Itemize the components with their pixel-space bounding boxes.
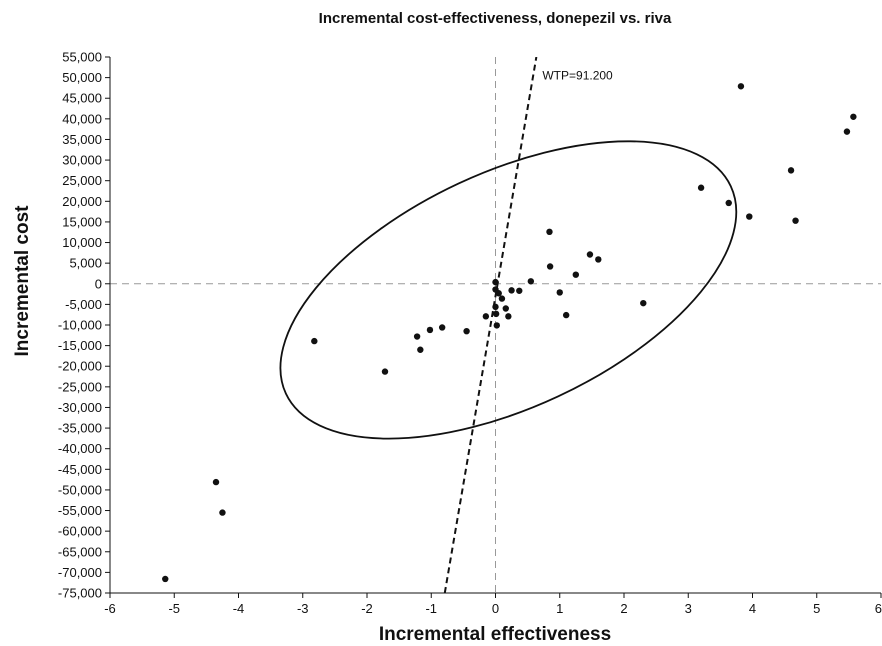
y-tick-label: -75,000 xyxy=(58,586,102,601)
y-tick-label: 55,000 xyxy=(62,50,102,65)
x-tick-label: -1 xyxy=(425,601,437,616)
y-tick-label: -15,000 xyxy=(58,338,102,353)
x-tick-label: 0 xyxy=(492,601,499,616)
x-axis-ticks: -6 -5 -4 -3 -2 -1 0 1 2 3 4 5 6 xyxy=(104,593,882,616)
data-point xyxy=(725,199,732,207)
y-tick-label: -50,000 xyxy=(58,482,102,497)
x-tick-label: 2 xyxy=(620,601,627,616)
data-point xyxy=(498,295,506,302)
data-point xyxy=(311,337,318,345)
data-point xyxy=(492,303,499,311)
y-tick-label: 40,000 xyxy=(62,111,102,126)
y-tick-label: -30,000 xyxy=(58,400,102,415)
y-tick-label: 0 xyxy=(95,276,102,291)
y-axis-title: Incremental cost xyxy=(12,205,33,357)
x-tick-label: 3 xyxy=(685,601,692,616)
y-tick-label: 20,000 xyxy=(62,194,102,209)
x-tick-label: -5 xyxy=(168,601,180,616)
data-point xyxy=(219,509,226,516)
y-tick-label: 5,000 xyxy=(69,256,102,271)
wtp-threshold-line xyxy=(443,57,538,593)
y-tick-label: -70,000 xyxy=(58,565,102,580)
x-tick-label: -4 xyxy=(233,601,245,616)
y-tick-label: -65,000 xyxy=(58,544,102,559)
data-point xyxy=(572,271,580,278)
data-point xyxy=(595,256,602,263)
y-tick-label: -40,000 xyxy=(58,441,102,456)
chart-title: Incremental cost-effectiveness, donepezi… xyxy=(319,10,672,27)
x-tick-label: 6 xyxy=(875,601,882,616)
data-point xyxy=(495,290,502,297)
data-point xyxy=(787,167,795,174)
data-point xyxy=(516,287,523,294)
y-tick-label: -10,000 xyxy=(58,318,102,333)
x-axis-title: Incremental effectiveness xyxy=(379,624,611,645)
y-tick-label: -5,000 xyxy=(65,297,102,312)
x-tick-label: -3 xyxy=(297,601,309,616)
data-point xyxy=(527,278,535,285)
y-tick-label: -45,000 xyxy=(58,462,102,477)
data-point xyxy=(546,228,553,236)
x-tick-label: 1 xyxy=(556,601,563,616)
data-point xyxy=(843,128,851,135)
y-axis-ticks: 55,000 50,000 45,000 40,000 35,000 30,000 25,0… xyxy=(58,50,110,601)
y-tick-label: 45,000 xyxy=(62,91,102,106)
data-point xyxy=(546,263,554,270)
data-point xyxy=(746,213,753,220)
data-points xyxy=(162,83,857,583)
data-point xyxy=(493,322,500,329)
plot-area xyxy=(162,57,857,593)
data-point xyxy=(413,333,421,340)
confidence-ellipse xyxy=(279,140,738,440)
data-point xyxy=(850,113,857,120)
data-point xyxy=(381,368,389,375)
data-point xyxy=(508,287,515,294)
y-tick-label: -25,000 xyxy=(58,379,102,394)
data-point xyxy=(426,326,434,334)
x-tick-label: 4 xyxy=(749,601,756,616)
data-point xyxy=(737,83,745,90)
data-point xyxy=(586,251,594,258)
data-point xyxy=(556,289,563,296)
x-tick-label: -6 xyxy=(104,601,116,616)
wtp-annotation: WTP=91.200 xyxy=(542,69,613,83)
y-tick-label: 35,000 xyxy=(62,132,102,147)
data-point xyxy=(212,478,220,486)
y-tick-label: 30,000 xyxy=(62,153,102,168)
y-tick-label: 25,000 xyxy=(62,173,102,188)
y-tick-label: 15,000 xyxy=(62,214,102,229)
y-tick-label: -55,000 xyxy=(58,503,102,518)
data-point xyxy=(492,278,499,286)
data-point xyxy=(463,327,470,335)
data-point xyxy=(417,346,424,353)
data-point xyxy=(492,310,500,318)
y-tick-label: -35,000 xyxy=(58,421,102,436)
data-point xyxy=(438,324,446,331)
data-point xyxy=(562,311,570,319)
y-tick-label: 50,000 xyxy=(62,70,102,85)
y-tick-label: 10,000 xyxy=(62,235,102,250)
data-point xyxy=(792,217,799,224)
data-point xyxy=(482,313,490,320)
x-tick-label: -2 xyxy=(361,601,373,616)
data-point xyxy=(162,575,169,583)
data-point xyxy=(640,299,647,307)
data-point xyxy=(502,305,509,312)
data-point xyxy=(505,313,512,320)
x-tick-label: 5 xyxy=(813,601,820,616)
y-tick-label: -60,000 xyxy=(58,524,102,539)
y-tick-label: -20,000 xyxy=(58,359,102,374)
data-point xyxy=(697,184,705,191)
